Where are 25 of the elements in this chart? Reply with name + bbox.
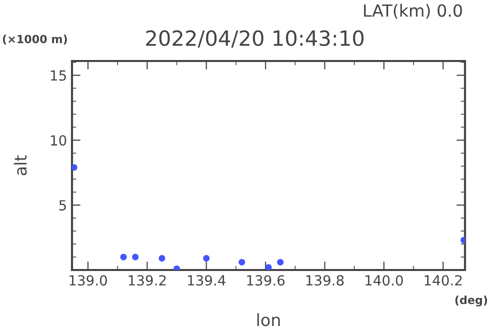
chart-title: 2022/04/20 10:43:10 bbox=[146, 30, 364, 48]
y-tick-label: 10 bbox=[50, 135, 66, 146]
point bbox=[203, 255, 210, 262]
chart-subtitle: LAT(km) 0.0 bbox=[364, 4, 462, 19]
x-tick-label: 139.2 bbox=[128, 275, 166, 286]
point bbox=[120, 254, 127, 260]
x-tick-label: 139.6 bbox=[247, 275, 285, 286]
y-tick-label: 5 bbox=[59, 200, 66, 211]
text: (deg) bbox=[455, 296, 488, 306]
point bbox=[277, 258, 284, 266]
point bbox=[265, 264, 272, 270]
x-tick-label: 139.4 bbox=[188, 275, 226, 286]
point bbox=[174, 265, 180, 270]
x-tick-label: 140.0 bbox=[366, 275, 403, 286]
point bbox=[72, 164, 78, 171]
x-axis-title: lon bbox=[257, 313, 280, 326]
text: (×1000 m) bbox=[2, 34, 67, 45]
x-tick-label: 139.8 bbox=[306, 275, 344, 286]
point bbox=[238, 258, 246, 266]
x-tick-label: 139.0 bbox=[70, 275, 107, 286]
y-tick-label: 15 bbox=[50, 70, 66, 81]
point bbox=[158, 255, 166, 262]
point bbox=[132, 254, 139, 260]
y-axis-title: alt bbox=[14, 155, 27, 176]
x-tick-label: 140.2 bbox=[424, 275, 462, 286]
